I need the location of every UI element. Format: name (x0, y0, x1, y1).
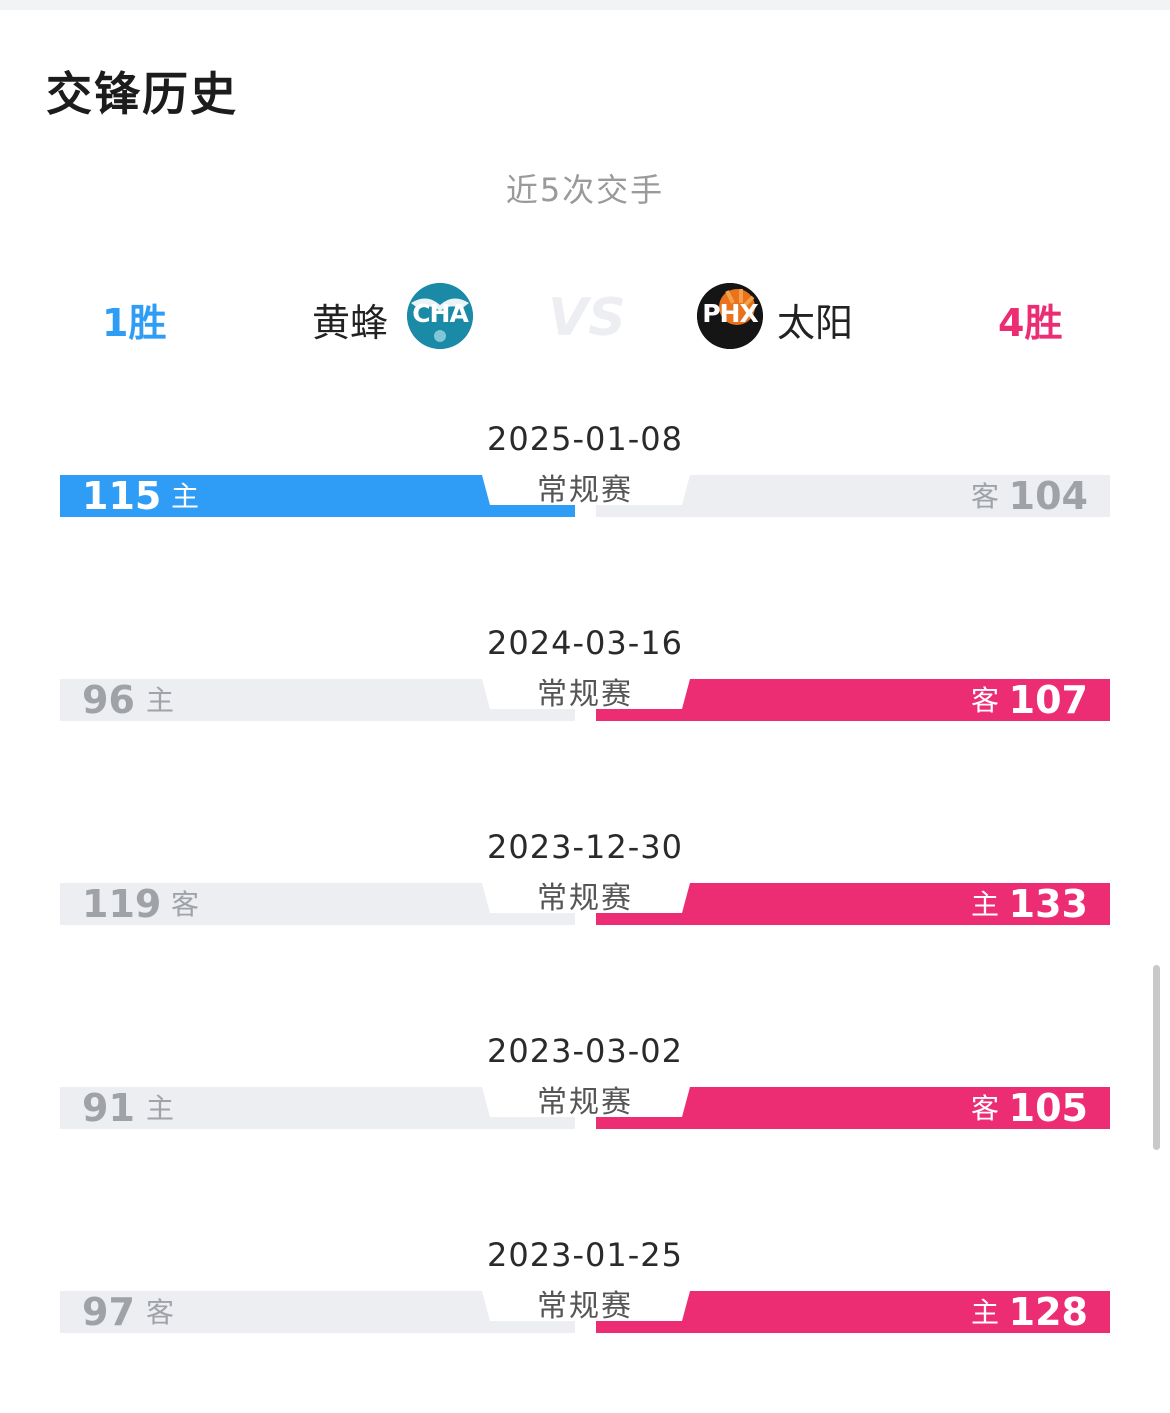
page-title: 交锋历史 (46, 67, 238, 121)
right-score-bar: 客 107 (596, 679, 1110, 721)
left-home-away-label: 主 (146, 1092, 175, 1125)
right-team-score: 133 (1008, 882, 1088, 926)
right-score-bar: 主 133 (596, 883, 1110, 925)
left-score-bar: 91 主 (60, 1087, 575, 1129)
match-row[interactable]: 2023-01-25 97 客 主 128 常规赛 (0, 1236, 1170, 1376)
left-home-away-label: 主 (171, 480, 200, 513)
match-date: 2023-12-30 (487, 828, 683, 866)
right-team-score: 105 (1008, 1086, 1088, 1130)
match-row[interactable]: 2023-03-02 91 主 客 105 常规赛 (0, 1032, 1170, 1172)
scrollbar[interactable] (1153, 965, 1160, 1150)
right-score-bar: 客 105 (596, 1087, 1110, 1129)
left-team-score: 91 (82, 1086, 135, 1130)
right-home-away-label: 主 (970, 888, 999, 921)
left-team-score: 115 (82, 474, 162, 518)
match-type: 常规赛 (537, 881, 633, 916)
match-row[interactable]: 2025-01-08 115 主 客 104 常规赛 (0, 420, 1170, 560)
left-home-away-label: 客 (171, 888, 200, 921)
right-team-score: 104 (1008, 474, 1088, 518)
match-date: 2023-03-02 (487, 1032, 683, 1070)
hornets-logo-icon[interactable]: CHA (407, 283, 473, 349)
away-wins: 4胜 (998, 301, 1063, 345)
match-date: 2025-01-08 (487, 420, 683, 458)
right-score-bar: 客 104 (596, 475, 1110, 517)
left-score-bar: 119 客 (60, 883, 575, 925)
match-row[interactable]: 2024-03-16 96 主 客 107 常规赛 (0, 624, 1170, 764)
away-team-abbr: PHX (702, 299, 759, 328)
right-home-away-label: 客 (970, 1092, 999, 1125)
left-team-score: 97 (82, 1290, 135, 1334)
match-type: 常规赛 (537, 1289, 633, 1324)
match-date: 2023-01-25 (487, 1236, 683, 1274)
section-subtitle: 近5次交手 (505, 171, 665, 209)
match-type: 常规赛 (537, 1085, 633, 1120)
left-score-bar: 115 主 (60, 475, 575, 517)
right-home-away-label: 主 (970, 1296, 999, 1329)
home-wins: 1胜 (102, 301, 167, 345)
right-team-score: 107 (1008, 678, 1088, 722)
match-date: 2024-03-16 (487, 624, 683, 662)
top-divider (0, 0, 1170, 10)
right-home-away-label: 客 (970, 480, 999, 513)
home-team-name[interactable]: 黄蜂 (312, 301, 389, 345)
left-team-score: 119 (82, 882, 162, 926)
suns-logo-icon[interactable]: PHX (697, 283, 763, 349)
home-team-abbr: CHA (412, 299, 469, 328)
left-home-away-label: 主 (146, 684, 175, 717)
right-team-score: 128 (1008, 1290, 1088, 1334)
left-score-bar: 96 主 (60, 679, 575, 721)
right-home-away-label: 客 (970, 684, 999, 717)
right-score-bar: 主 128 (596, 1291, 1110, 1333)
match-type: 常规赛 (537, 473, 633, 508)
vs-icon: VS (548, 288, 626, 348)
left-team-score: 96 (82, 678, 135, 722)
match-type: 常规赛 (537, 677, 633, 712)
away-team-name[interactable]: 太阳 (777, 301, 854, 345)
left-score-bar: 97 客 (60, 1291, 575, 1333)
match-row[interactable]: 2023-12-30 119 客 主 133 常规赛 (0, 828, 1170, 968)
left-home-away-label: 客 (146, 1296, 175, 1329)
